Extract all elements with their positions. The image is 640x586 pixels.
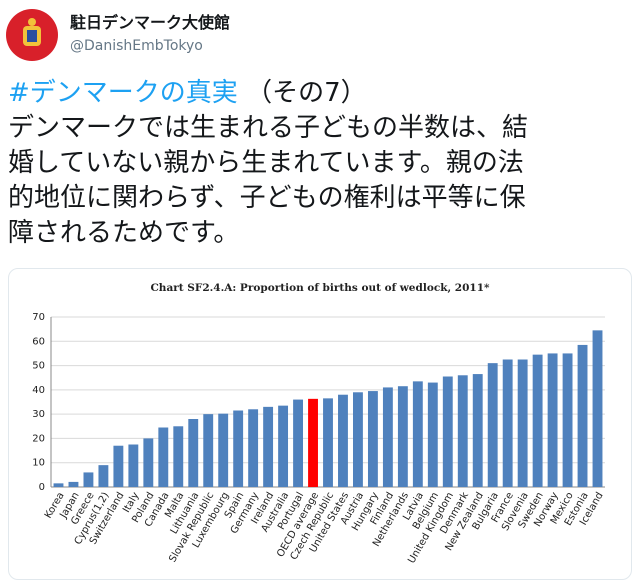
bar [233, 410, 244, 487]
bar [547, 353, 558, 487]
y-tick-label: 60 [32, 336, 45, 347]
hashtag[interactable]: #デンマークの真実 [8, 78, 238, 108]
chart: Chart SF2.4.A: Proportion of births out … [32, 282, 605, 566]
bar [203, 414, 214, 487]
bar [382, 387, 393, 487]
chart-title: Chart SF2.4.A: Proportion of births out … [150, 282, 490, 294]
bar [487, 363, 498, 487]
bar [323, 398, 333, 487]
bar [53, 483, 64, 487]
bar [98, 465, 109, 487]
bar [173, 426, 184, 487]
y-tick-label: 40 [32, 385, 45, 396]
bar [353, 392, 363, 487]
account-handle[interactable]: @DanishEmbTokyo [70, 38, 203, 54]
bar [293, 399, 303, 487]
body-line: 的地位に関わらず、子どもの権利は平等に保 [8, 183, 526, 213]
bar [113, 445, 124, 487]
y-tick-label: 50 [32, 361, 45, 372]
bar [218, 413, 229, 487]
bar [562, 353, 573, 487]
y-tick-label: 20 [32, 433, 45, 444]
bar [248, 409, 259, 487]
bar [338, 394, 348, 487]
avatar[interactable] [4, 6, 60, 66]
bar [442, 376, 453, 487]
body-line: デンマークでは生まれる子どもの半数は、結 [8, 113, 529, 143]
bar [308, 398, 318, 487]
account-name[interactable]: 駐日デンマーク大使館 [70, 13, 231, 32]
bar [412, 381, 423, 487]
y-tick-label: 10 [32, 458, 45, 469]
bar [397, 386, 408, 487]
tweet-text: #デンマークの真実 （その7） デンマークでは生まれる子どもの半数は、結 婚してい… [8, 76, 528, 251]
bar [532, 354, 543, 487]
bar [367, 391, 378, 487]
bar [427, 382, 438, 487]
bar [517, 359, 528, 487]
bar [263, 406, 274, 487]
bar [83, 472, 94, 487]
bar [68, 481, 79, 487]
bar [472, 374, 483, 487]
bar [158, 427, 169, 487]
body: デンマークでは生まれる子どもの半数は、結 婚していない親から生まれています。親の法… [8, 111, 528, 251]
bar [457, 375, 468, 487]
bar [188, 419, 199, 487]
hashtag-suffix: （その7） [246, 78, 367, 108]
body-line: 障されるためです。 [8, 218, 240, 248]
bar [577, 344, 588, 487]
bar [143, 438, 154, 487]
y-tick-label: 0 [39, 482, 45, 493]
bar [502, 359, 513, 487]
y-tick-label: 30 [32, 409, 45, 420]
bar [278, 405, 289, 487]
body-line: 婚していない親から生まれています。親の法 [8, 148, 524, 178]
image-card[interactable]: Chart SF2.4.A: Proportion of births out … [8, 268, 632, 580]
y-tick-label: 70 [32, 312, 45, 323]
bar [128, 444, 139, 487]
first-line: #デンマークの真実 （その7） [8, 76, 528, 111]
bar [592, 330, 603, 487]
